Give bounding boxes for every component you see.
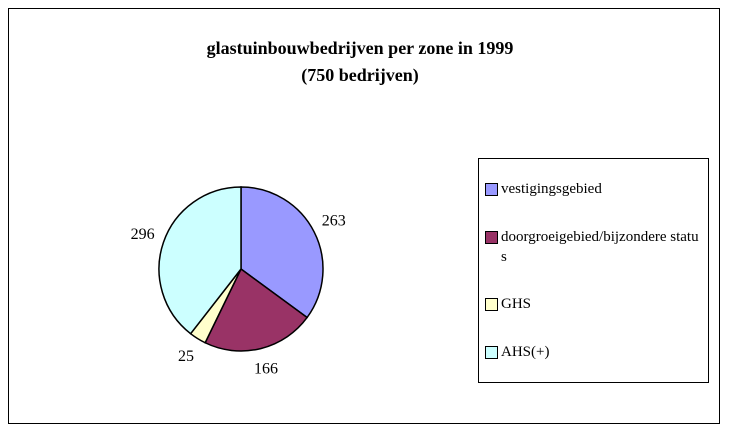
chart-frame (8, 8, 720, 424)
pie-slice (204, 267, 309, 352)
chart-title: glastuinbouwbedrijven per zone in 1999 (207, 38, 514, 58)
data-label: 25 (178, 348, 194, 365)
data-label: 296 (131, 226, 155, 243)
legend: vestigingsgebied doorgroeigebied/bijzonde… (478, 158, 709, 383)
legend-label: vestigingsgebied (501, 180, 602, 197)
legend-label: GHS (501, 296, 532, 313)
data-label: 166 (254, 361, 278, 378)
legend-label: AHS(+) (501, 344, 550, 361)
legend-swatch (485, 298, 498, 312)
chart-subtitle: (750 bedrijven) (301, 65, 418, 86)
legend-entry: AHS(+) (485, 342, 702, 362)
legend-entry: vestigingsgebied (485, 179, 702, 199)
legend-entry: GHS (485, 294, 702, 314)
legend-entry: doorgroeigebied/bijzondere status (485, 227, 702, 267)
pie-slice (158, 186, 242, 335)
pie-slice (240, 186, 324, 319)
legend-swatch (485, 230, 498, 244)
legend-swatch (485, 346, 498, 360)
data-label: 263 (322, 213, 346, 230)
legend-label: doorgroeigebied/bijzondere status (501, 228, 699, 265)
legend-swatch (485, 182, 498, 196)
